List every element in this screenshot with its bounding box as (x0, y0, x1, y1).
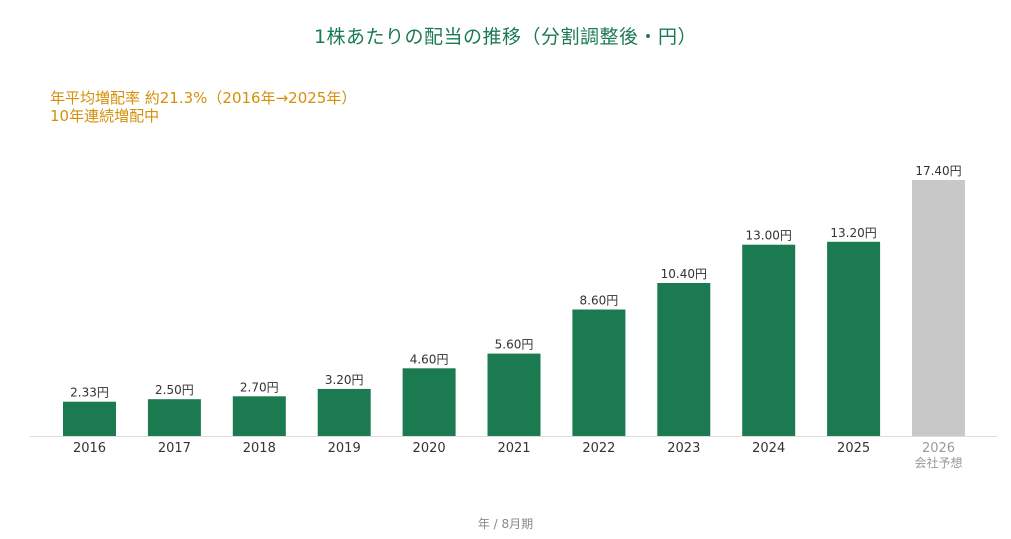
dividend-bar (63, 401, 116, 436)
data-label: 13.20円 (830, 226, 876, 240)
x-tick-label: 2021 (497, 441, 530, 456)
x-tick-label: 2016 (73, 441, 106, 456)
data-label: 2.33円 (70, 386, 109, 400)
dividend-bar (742, 244, 796, 436)
forecast-bar (912, 180, 965, 436)
dividend-bar (402, 368, 456, 436)
x-tick-label: 2026 (922, 441, 955, 456)
dividend-bar (572, 309, 626, 436)
data-label: 3.20円 (325, 373, 364, 387)
dividend-bar (232, 396, 286, 436)
x-tick-label: 2017 (158, 441, 191, 456)
data-label: 2.70円 (240, 380, 279, 394)
x-tick-label: 2023 (667, 441, 700, 456)
dividend-bar (827, 241, 881, 436)
x-tick-label: 2020 (413, 441, 446, 456)
data-label: 10.40円 (661, 267, 707, 281)
x-axis-title: 年 / 8月期 (477, 517, 534, 531)
dividend-bar (317, 388, 371, 436)
x-tick-label: 2019 (328, 441, 361, 456)
growth-rate-annotation: 年平均増配率 約21.3%（2016年→2025年） (50, 89, 357, 107)
dividend-bar (657, 283, 711, 436)
dividend-bar (147, 399, 201, 436)
data-label: 13.00円 (746, 229, 792, 243)
dividend-bar (487, 353, 541, 436)
forecast-sublabel: 会社予想 (914, 455, 962, 470)
data-label: 5.60円 (495, 338, 534, 352)
x-tick-label: 2024 (752, 441, 785, 456)
chart-title: 1株あたりの配当の推移（分割調整後・円） (313, 26, 698, 48)
x-tick-label: 2018 (243, 441, 276, 456)
x-tick-label: 2025 (837, 441, 870, 456)
data-label: 2.50円 (155, 383, 194, 397)
data-label: 17.40円 (915, 164, 961, 178)
x-tick-label: 2022 (582, 441, 615, 456)
data-label: 4.60円 (410, 352, 449, 366)
consecutive-increase-annotation: 10年連続増配中 (50, 107, 160, 125)
data-label: 8.60円 (580, 294, 619, 308)
